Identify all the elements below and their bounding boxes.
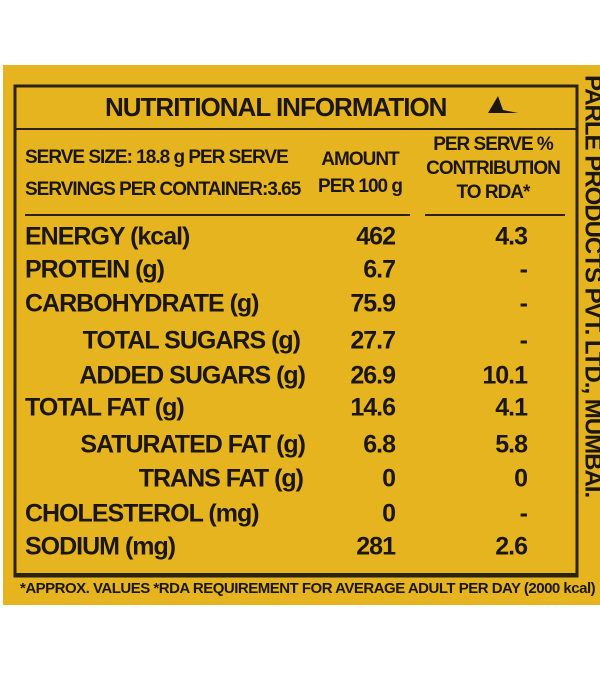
nutrient-name: TRANS FAT (g) <box>139 465 304 493</box>
nutrient-name: PROTEIN (g) <box>25 256 165 284</box>
footnote: *APPROX. VALUES *RDA REQUIREMENT FOR AVE… <box>20 580 596 597</box>
servings: SERVINGS PER CONTAINER:3.65 <box>25 179 302 200</box>
amount-header: PER 100 g <box>318 176 402 197</box>
rda-percent: - <box>520 256 528 284</box>
rda-percent: 2.6 <box>495 533 527 561</box>
amount-per-100g: 6.8 <box>363 431 396 459</box>
amount-per-100g: 75.9 <box>350 290 395 318</box>
rda-percent: 4.1 <box>495 394 528 422</box>
amount-header: AMOUNT <box>321 149 400 170</box>
nutrient-name: CHOLESTEROL (mg) <box>25 500 259 528</box>
amount-per-100g: 14.6 <box>350 394 395 422</box>
amount-per-100g: 6.7 <box>363 256 395 284</box>
manufacturer: PARLE PRODUCTS PVT. LTD., MUMBAI. <box>580 75 600 497</box>
rda-percent: - <box>520 290 528 318</box>
amount-per-100g: 0 <box>382 465 395 493</box>
rda-percent: 0 <box>514 465 527 493</box>
rda-percent: 5.8 <box>495 431 528 459</box>
nutrient-name: TOTAL FAT (g) <box>25 394 184 422</box>
nutrient-name: ENERGY (kcal) <box>25 223 190 251</box>
rda-percent: 10.1 <box>482 362 528 390</box>
rda-header: CONTRIBUTION <box>426 158 560 179</box>
nutrient-name: ADDED SUGARS (g) <box>79 362 305 390</box>
rda-percent: - <box>520 327 528 355</box>
amount-per-100g: 27.7 <box>350 327 395 355</box>
title: NUTRITIONAL INFORMATION <box>105 92 447 122</box>
rda-header: TO RDA* <box>457 182 531 203</box>
title-icon <box>488 96 518 113</box>
amount-per-100g: 26.9 <box>350 362 395 390</box>
rda-percent: 4.3 <box>495 223 527 251</box>
nutrient-name: SATURATED FAT (g) <box>80 431 305 459</box>
amount-per-100g: 281 <box>356 533 396 561</box>
rda-percent: - <box>520 500 528 528</box>
nutrient-name: SODIUM (mg) <box>25 533 176 561</box>
amount-per-100g: 462 <box>356 223 395 251</box>
nutrient-name: TOTAL SUGARS (g) <box>83 327 301 355</box>
nutrient-name: CARBOHYDRATE (g) <box>25 290 259 318</box>
label-border <box>13 84 579 578</box>
serve-size: SERVE SIZE: 18.8 g PER SERVE <box>25 147 288 168</box>
rda-header: PER SERVE % <box>433 134 554 155</box>
amount-per-100g: 0 <box>382 500 395 528</box>
package-background <box>3 65 600 605</box>
